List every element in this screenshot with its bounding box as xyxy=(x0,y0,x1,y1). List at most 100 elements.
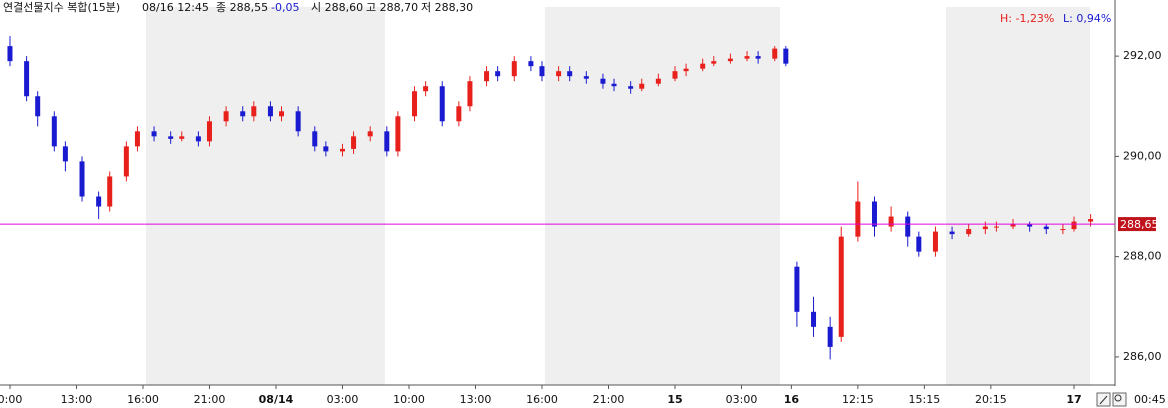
candle-body xyxy=(206,121,212,142)
candle-body xyxy=(24,61,30,97)
candle-body xyxy=(727,58,733,62)
candle-body xyxy=(811,311,817,327)
candle-body xyxy=(395,116,401,152)
x-tick-label: 21:00 xyxy=(593,393,625,406)
chart-title: 연결선물지수 복합(15분) xyxy=(3,1,120,14)
header-open: 시 288,60 xyxy=(311,1,363,14)
candle-body xyxy=(600,78,606,84)
x-tick-label: 17 xyxy=(1066,393,1081,406)
zoom-icon xyxy=(1114,394,1122,402)
low-pct: L: 0,94% xyxy=(1063,12,1111,25)
x-tick-label: 16:00 xyxy=(127,393,159,406)
candle-body xyxy=(556,71,562,77)
header-datetime: 08/16 12:45 xyxy=(142,1,209,14)
x-tick-label: 03:00 xyxy=(726,393,758,406)
candle-body xyxy=(151,131,157,137)
candle-body xyxy=(966,229,972,235)
candle-body xyxy=(439,86,445,122)
candle-body xyxy=(655,78,661,84)
x-tick-label: 16 xyxy=(784,393,800,406)
session-shade xyxy=(545,7,780,385)
x-tick-label: 10:00 xyxy=(393,393,425,406)
candle-body xyxy=(905,216,911,237)
session-shade xyxy=(946,7,1090,385)
candle-body xyxy=(123,146,129,177)
candle-body xyxy=(511,61,517,77)
candle-body xyxy=(1088,219,1094,222)
candle-body xyxy=(1027,224,1033,227)
candle-body xyxy=(1043,226,1049,230)
candle-body xyxy=(827,326,833,347)
candle-body xyxy=(107,176,113,207)
candle-body xyxy=(528,61,534,67)
candle-body xyxy=(179,136,185,139)
candle-body xyxy=(567,71,573,77)
candle-body xyxy=(7,46,13,62)
candle-body xyxy=(484,71,490,82)
high-pct: H: -1,23% xyxy=(1000,12,1054,25)
candle-body xyxy=(323,146,329,152)
candle-body xyxy=(240,111,246,117)
candle-body xyxy=(62,146,68,162)
axis-end-label: 00:45 xyxy=(1134,393,1166,406)
y-tick-label: 286,00 xyxy=(1123,350,1162,363)
candle-body xyxy=(711,61,717,64)
x-tick-label: 13:00 xyxy=(61,393,93,406)
candle-body xyxy=(628,86,634,89)
reference-label: 288,65 xyxy=(1120,218,1159,231)
candle-body xyxy=(339,148,345,152)
candle-body xyxy=(993,226,999,228)
candle-body xyxy=(267,106,273,117)
candle-body xyxy=(134,131,140,147)
candle-body xyxy=(79,161,85,197)
candle-body xyxy=(1060,229,1066,231)
zoom-button[interactable] xyxy=(1112,392,1127,407)
candle-body xyxy=(700,63,706,69)
edit-icon xyxy=(1099,395,1108,405)
x-tick-label: 15:15 xyxy=(909,393,941,406)
candle-body xyxy=(744,56,750,59)
reference-label-box xyxy=(1118,217,1156,232)
x-tick-label: 08/14 xyxy=(259,393,294,406)
candle-body xyxy=(611,83,617,87)
candle-body xyxy=(279,111,285,117)
candle-body xyxy=(539,66,545,77)
header-close: 종 288,55 xyxy=(216,1,268,14)
y-tick-label: 292,00 xyxy=(1123,49,1162,62)
candle-body xyxy=(1010,224,1016,227)
candle-body xyxy=(794,266,800,312)
candle-body xyxy=(683,68,689,72)
candle-body xyxy=(888,216,894,227)
candle-body xyxy=(96,196,102,207)
x-tick-label: 0:00 xyxy=(0,393,22,406)
candle-body xyxy=(495,71,501,77)
candle-body xyxy=(251,106,257,117)
candle-body xyxy=(168,136,174,139)
candle-body xyxy=(855,201,861,237)
candle-body xyxy=(871,201,877,227)
candle-body xyxy=(982,226,988,230)
candle-body xyxy=(639,83,645,89)
candle-body xyxy=(949,231,955,235)
candle-body xyxy=(295,111,301,132)
candle-body xyxy=(195,136,201,142)
candle-body xyxy=(412,91,418,117)
x-tick-label: 21:00 xyxy=(194,393,226,406)
candle-body xyxy=(916,236,922,252)
header-high: 고 288,70 xyxy=(366,1,418,14)
candle-body xyxy=(583,76,589,79)
session-shade xyxy=(146,7,385,385)
header-change: -0,05 xyxy=(271,1,299,14)
candle-body xyxy=(467,81,473,107)
x-tick-label: 20:15 xyxy=(975,393,1007,406)
candle-body xyxy=(783,48,789,64)
candle-body xyxy=(223,111,229,122)
x-tick-label: 16:00 xyxy=(526,393,558,406)
candle-body xyxy=(755,56,761,59)
y-tick-label: 290,00 xyxy=(1123,149,1162,162)
candle-body xyxy=(456,106,462,122)
candle-body xyxy=(35,96,41,117)
candle-body xyxy=(1071,221,1077,230)
candle-body xyxy=(367,131,373,137)
